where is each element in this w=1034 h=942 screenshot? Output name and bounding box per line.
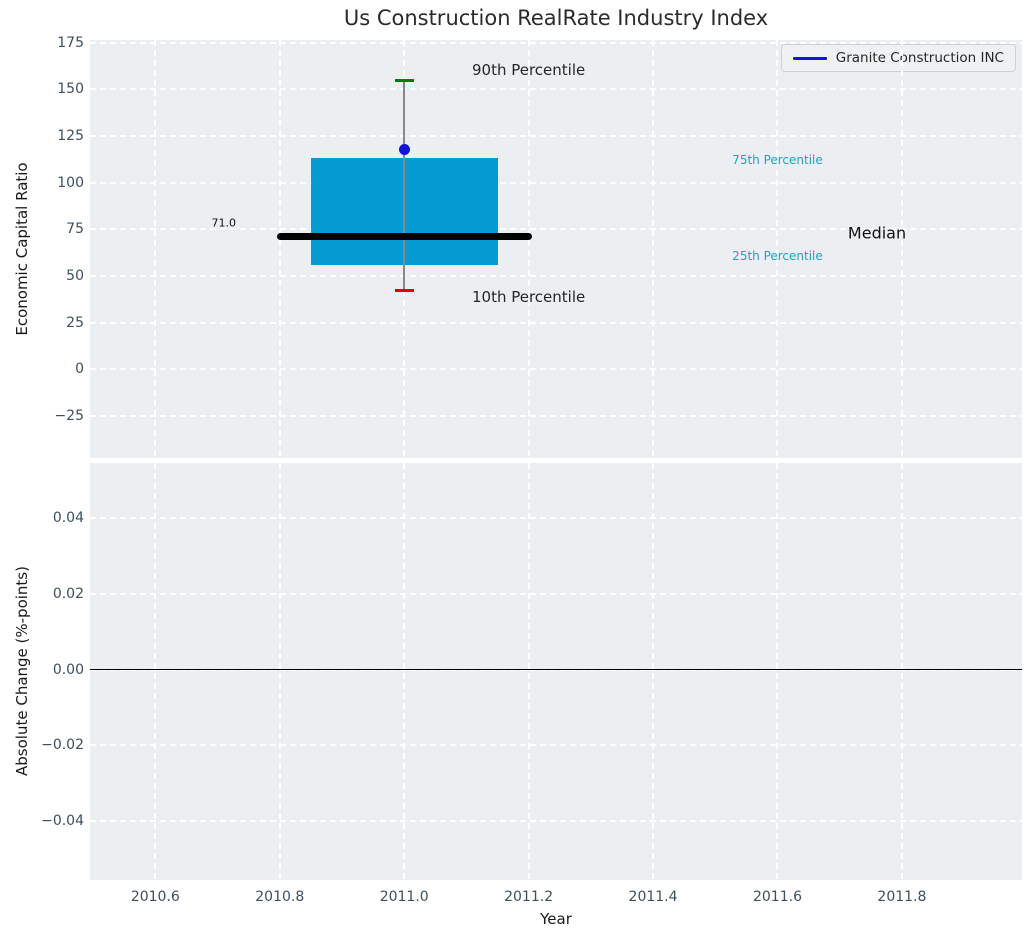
y-tick-label: 100 [57,174,84,191]
gridline-y [90,516,1022,519]
gridline-y [90,275,1022,278]
gridline-x [900,463,903,880]
y-tick-label: 50 [66,268,84,285]
gridline-y [90,88,1022,91]
gridline-y [90,228,1022,231]
chart-annotation: 10th Percentile [471,287,586,306]
y-tick-label: 25 [66,314,84,331]
y-tick-label: −25 [54,408,84,424]
chart-annotation: 25th Percentile [732,249,823,264]
gridline-x [154,463,157,880]
y-tick-label: 75 [66,221,84,238]
y-tick-label: −0.04 [41,813,84,830]
chart-annotation: 75th Percentile [732,153,823,168]
x-tick-label: 2011.4 [628,889,678,905]
gridline-x [776,463,779,880]
gridline-y [90,368,1022,371]
gridline-x [900,40,903,458]
legend-label: Granite Construction INC [835,50,1004,66]
y-tick-label: −0.02 [41,737,84,754]
x-tick-label: 2011.6 [752,889,802,905]
company-point [398,143,410,155]
whisker-cap-top [394,78,414,82]
gridline-y [90,181,1022,184]
legend: Granite Construction INC [780,44,1016,72]
gridline-x [527,40,530,458]
gridline-y [90,820,1022,823]
gridline-x [403,463,406,880]
x-tick-label: 2011.8 [877,889,927,905]
y-tick-label: 175 [57,34,84,51]
gridline-x [278,40,281,458]
gridline-y [90,415,1022,417]
y-tick-label: 125 [57,128,84,145]
chart-annotation: Median [847,223,907,243]
x-tick-label: 2010.8 [255,889,305,905]
y-tick-label: 0.00 [52,661,84,678]
gridline-x [652,463,655,880]
gridline-x [278,463,281,880]
median-line [276,233,532,241]
gridline-y [90,41,1022,44]
gridline-x [154,40,157,458]
chart-annotation: 71.0 [211,216,237,230]
gridline-x [527,463,530,880]
x-tick-label: 2010.6 [130,889,180,905]
y-tick-label: 0 [75,361,84,378]
legend-line-swatch [792,56,827,60]
y-tick-label: 0.02 [52,585,84,602]
x-tick-label: 2011.0 [379,889,429,905]
bottom-axes [90,463,1022,880]
chart-annotation: 90th Percentile [471,60,586,79]
zero-line [90,668,1022,671]
gridline-y [90,321,1022,324]
whisker-cap-bottom [394,289,414,293]
gridline-y [90,744,1022,747]
top-axes: Granite Construction INC 90th Percentile… [90,40,1022,458]
whisker [403,80,405,291]
x-tick-label: 2011.2 [504,889,554,905]
gridline-y [90,135,1022,138]
x-axis-label: Year [540,910,572,928]
gridline-x [776,40,779,458]
gridline-x [652,40,655,458]
chart-title: Us Construction RealRate Industry Index [343,6,769,30]
gridline-y [90,592,1022,595]
y-tick-label: 150 [57,81,84,98]
y-tick-label: 0.04 [52,509,84,526]
